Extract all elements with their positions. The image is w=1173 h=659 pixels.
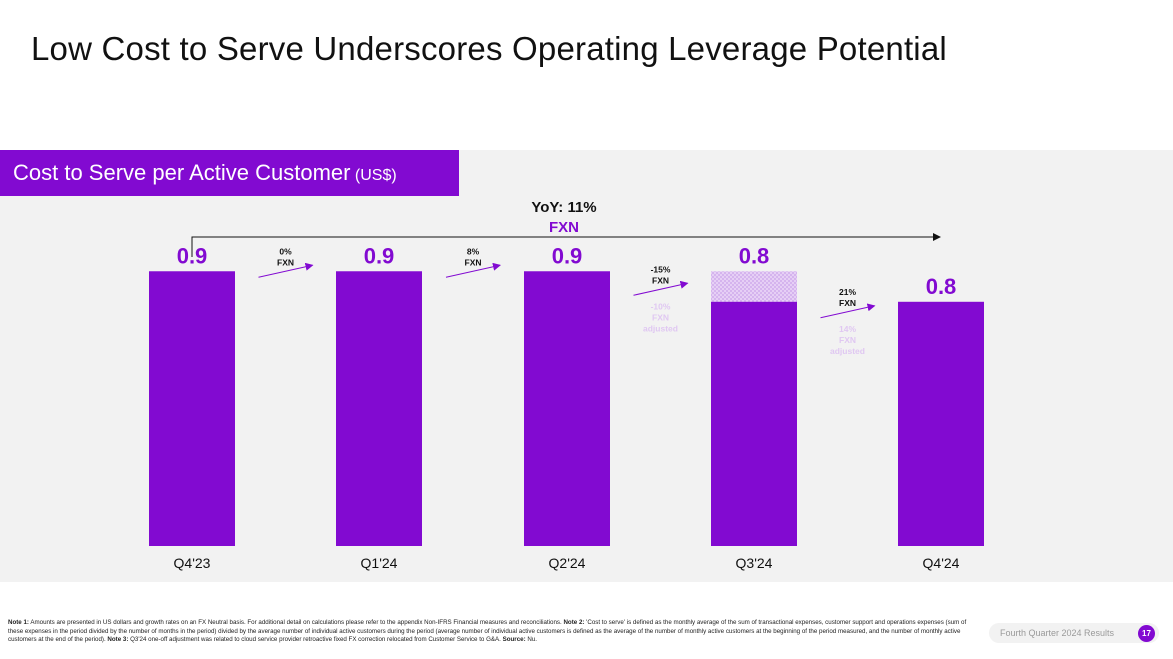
note1-label: Note 1: — [8, 619, 29, 626]
bar — [524, 271, 610, 546]
growth-arrow — [633, 280, 689, 296]
bar-value-label: 0.8 — [739, 243, 770, 268]
adjusted-growth-label: FXN — [839, 335, 856, 345]
growth-fxn-label: FXN — [465, 257, 482, 267]
x-tick-label: Q3'24 — [736, 555, 773, 571]
x-tick-label: Q4'24 — [923, 555, 960, 571]
yoy-arrow — [191, 233, 941, 257]
bar — [711, 301, 797, 546]
bar-value-label: 0.9 — [177, 243, 208, 268]
growth-arrow — [445, 262, 501, 278]
growth-rate-label: 21% — [839, 287, 856, 297]
growth-rate-label: -15% — [651, 264, 671, 274]
adjusted-growth-label: adjusted — [830, 346, 865, 356]
bar — [336, 271, 422, 546]
page-number: 17 — [1138, 625, 1155, 642]
note1-text: Amounts are presented in US dollars and … — [28, 619, 564, 626]
bar-value-label: 0.9 — [364, 243, 395, 268]
source-text: Nu. — [525, 636, 537, 644]
adjusted-bar-segment — [711, 271, 797, 302]
yoy-label: YoY: 11% — [531, 199, 596, 216]
adjusted-growth-label: -10% — [651, 301, 671, 311]
growth-fxn-label: FXN — [277, 257, 294, 267]
bar — [898, 301, 984, 546]
bar-value-label: 0.8 — [926, 274, 957, 299]
yoy-indicator: YoY: 11% FXN — [191, 199, 941, 257]
growth-fxn-label: FXN — [839, 298, 856, 308]
yoy-fxn-label: FXN — [549, 219, 579, 236]
source-label: Source: — [502, 636, 526, 644]
section-tab: Cost to Serve per Active Customer (US$) — [0, 150, 459, 196]
footnote: Note 1: Amounts are presented in US doll… — [8, 619, 983, 645]
growth-fxn-label: FXN — [652, 275, 669, 285]
section-unit: (US$) — [354, 167, 397, 184]
section-label: Cost to Serve per Active Customer — [13, 160, 351, 185]
note3-text: Q3'24 one-off adjustment was related to … — [128, 636, 503, 644]
note2-text: 'Cost to serve' is defined as the monthl… — [8, 619, 967, 644]
x-tick-label: Q1'24 — [361, 555, 398, 571]
growth-arrow — [258, 262, 314, 278]
adjusted-growth-label: 14% — [839, 324, 856, 334]
growth-rate-label: 0% — [279, 246, 292, 256]
footer-text: Fourth Quarter 2024 Results — [1000, 628, 1115, 638]
x-tick-label: Q2'24 — [549, 555, 586, 571]
adjusted-growth-label: adjusted — [643, 323, 678, 333]
adjusted-growth-label: FXN — [652, 312, 669, 322]
note2-label: Note 2: — [563, 619, 585, 626]
footer-badge — [989, 623, 1159, 643]
slide-title: Low Cost to Serve Underscores Operating … — [31, 30, 947, 67]
bar — [149, 271, 235, 546]
note3-label: Note 3: — [107, 636, 129, 644]
bar-value-label: 0.9 — [552, 243, 583, 268]
growth-rate-label: 8% — [467, 246, 480, 256]
x-tick-label: Q4'23 — [174, 555, 211, 571]
growth-arrow — [820, 303, 876, 319]
